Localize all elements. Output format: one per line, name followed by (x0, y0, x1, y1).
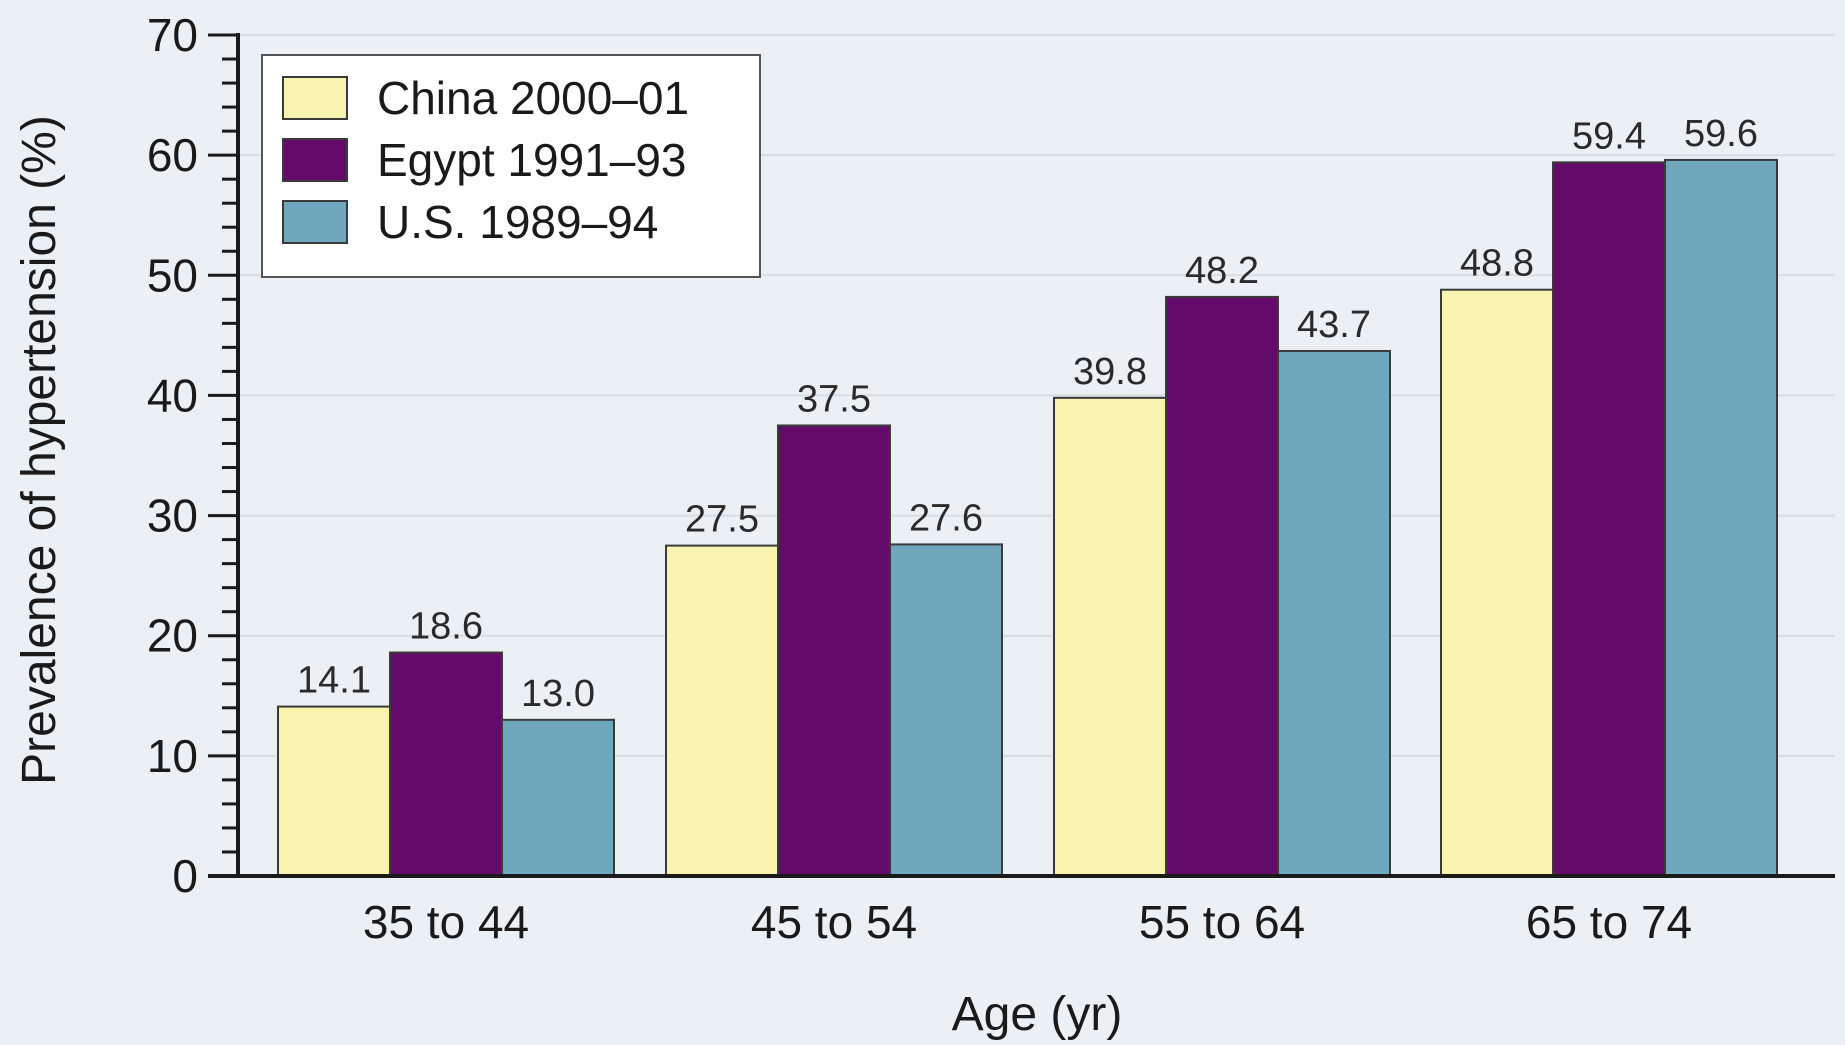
legend: China 2000–01 Egypt 1991–93 U.S. 1989–94 (261, 54, 761, 278)
legend-label: U.S. 1989–94 (377, 196, 658, 248)
x-category-label: 35 to 44 (363, 896, 529, 948)
data-label: 48.8 (1460, 243, 1534, 285)
data-label: 43.7 (1297, 304, 1371, 346)
y-tick-label: 70 (147, 9, 198, 61)
bar (1552, 161, 1666, 877)
bar (665, 544, 779, 877)
y-axis-title: Prevalence of hypertension (%) (13, 115, 66, 785)
bar (889, 543, 1003, 877)
legend-swatch (282, 76, 348, 120)
bar (501, 718, 615, 877)
y-tick-label: 50 (147, 249, 198, 301)
bar (1165, 295, 1279, 877)
bar (277, 705, 391, 877)
data-label: 39.8 (1073, 351, 1147, 393)
bar (1053, 396, 1167, 877)
data-labels: 14.1 18.6 13.0 27.5 37.5 27.6 39.8 48.2 43.7 48.8… (297, 113, 1758, 715)
axes (208, 33, 1835, 878)
data-label: 14.1 (297, 660, 371, 702)
data-label: 59.4 (1572, 115, 1646, 157)
data-label: 13.0 (521, 673, 595, 715)
y-axis-ticks: 0 10 20 30 40 50 60 70 (147, 9, 238, 902)
data-label: 37.5 (797, 378, 871, 420)
y-tick-label: 40 (147, 369, 198, 421)
x-axis-title: Age (yr) (952, 988, 1123, 1041)
x-category-label: 55 to 64 (1139, 896, 1305, 948)
x-category-label: 45 to 54 (751, 896, 917, 948)
bar (1277, 349, 1391, 877)
bar (1440, 288, 1554, 877)
data-label: 27.5 (685, 499, 759, 541)
data-label: 27.6 (909, 497, 983, 539)
legend-label: Egypt 1991–93 (377, 134, 687, 186)
y-tick-label: 0 (172, 850, 198, 902)
data-label: 59.6 (1684, 113, 1758, 155)
legend-swatch (282, 138, 348, 182)
bar (1664, 158, 1778, 878)
legend-swatch (282, 200, 348, 244)
bar (777, 424, 891, 877)
x-axis-categories: 35 to 44 45 to 54 55 to 64 65 to 74 (363, 896, 1692, 948)
y-tick-label: 30 (147, 490, 198, 542)
y-tick-label: 10 (147, 730, 198, 782)
data-label: 18.6 (409, 606, 483, 648)
legend-label: China 2000–01 (377, 72, 689, 124)
data-label: 48.2 (1185, 250, 1259, 292)
y-tick-label: 60 (147, 129, 198, 181)
bars (277, 158, 1778, 878)
x-category-label: 65 to 74 (1526, 896, 1692, 948)
bar (389, 651, 503, 878)
y-tick-label: 20 (147, 610, 198, 662)
